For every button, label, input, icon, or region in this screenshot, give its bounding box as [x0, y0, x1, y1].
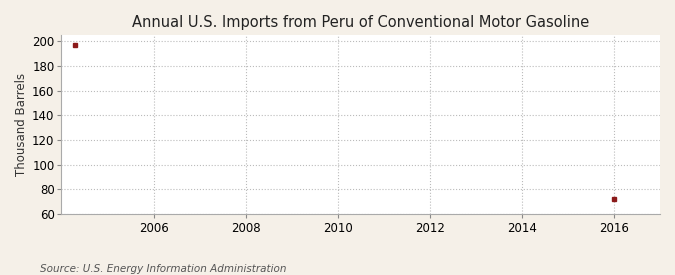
Text: Source: U.S. Energy Information Administration: Source: U.S. Energy Information Administ… [40, 264, 287, 274]
Y-axis label: Thousand Barrels: Thousand Barrels [15, 73, 28, 176]
Title: Annual U.S. Imports from Peru of Conventional Motor Gasoline: Annual U.S. Imports from Peru of Convent… [132, 15, 589, 30]
